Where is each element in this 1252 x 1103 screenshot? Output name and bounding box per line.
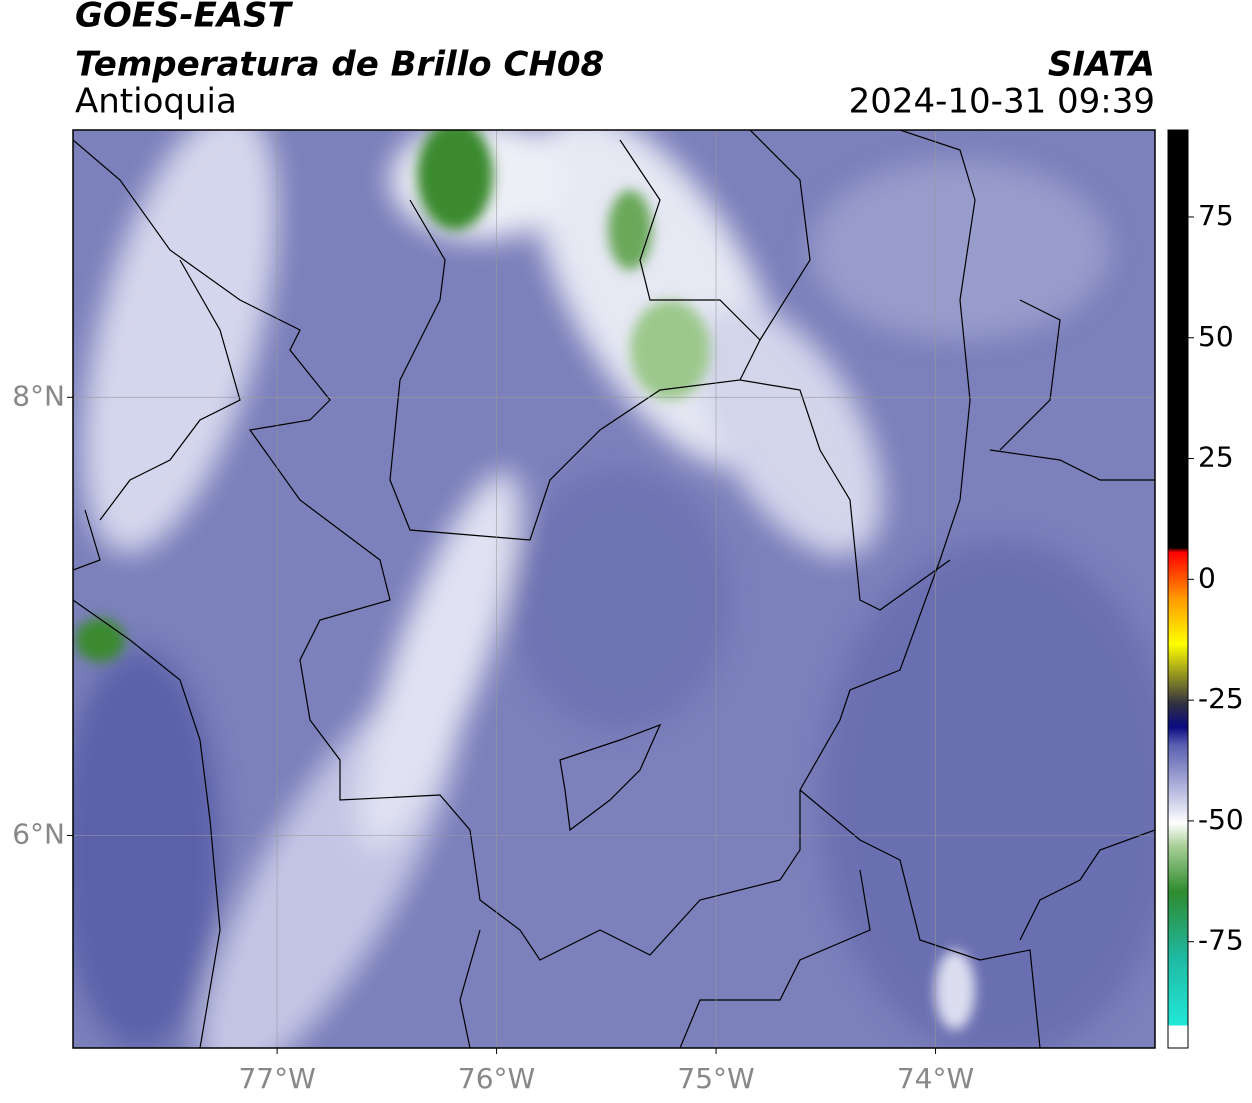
map-frame: [72, 129, 1156, 1049]
colorbar-tick-label: -75: [1198, 924, 1244, 957]
colorbar-tick-label: 75: [1198, 199, 1234, 232]
lat-tick-label: 6°N: [12, 817, 65, 850]
lon-tick-label: 75°W: [677, 1062, 754, 1095]
source: SIATA: [1048, 45, 1155, 85]
colorbar-tick-label: 50: [1198, 320, 1234, 353]
colorbar-tick-label: -25: [1198, 682, 1244, 715]
satellite-image: [73, 130, 1155, 1048]
colorbar-tick-label: -50: [1198, 803, 1244, 836]
subtitle: Temperatura de Brillo CH08: [75, 45, 604, 85]
colorbar-tick-label: 25: [1198, 441, 1234, 474]
datetime: 2024-10-31 09:39: [849, 82, 1155, 122]
lat-tick-label: 8°N: [12, 379, 65, 412]
colorbar-tick-label: 0: [1198, 561, 1216, 594]
colorbar: [1167, 129, 1189, 1049]
lon-tick-label: 74°W: [897, 1062, 974, 1095]
lon-tick-label: 77°W: [238, 1062, 315, 1095]
grid: [73, 130, 1155, 1048]
title: GOES-EAST: [75, 0, 294, 36]
lon-tick-label: 76°W: [458, 1062, 535, 1095]
region: Antioquia: [75, 82, 237, 122]
boundaries: [73, 130, 1155, 1048]
